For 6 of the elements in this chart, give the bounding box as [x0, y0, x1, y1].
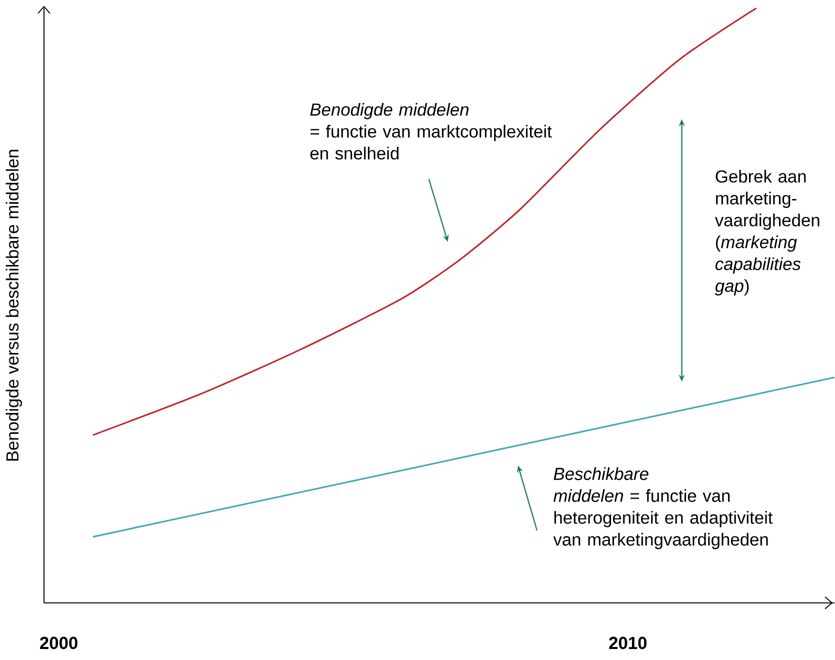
x-tick-label: 2000 [40, 636, 78, 650]
x-tick-label: 2010 [609, 636, 647, 650]
annotation: Beschikbare middelen = functie van heterogeniteit en adaptiviteit van marketingvaardigheden [553, 467, 773, 550]
annotation: Gebrek aan marketing-vaardigheden (marketing capabilities gap) [714, 170, 820, 296]
y-axis-title: Benodigde versus beschikbare middelen [6, 150, 22, 461]
annotation: Benodigde middelen = functie van marktcomplexiteit en snelheid [310, 103, 552, 160]
